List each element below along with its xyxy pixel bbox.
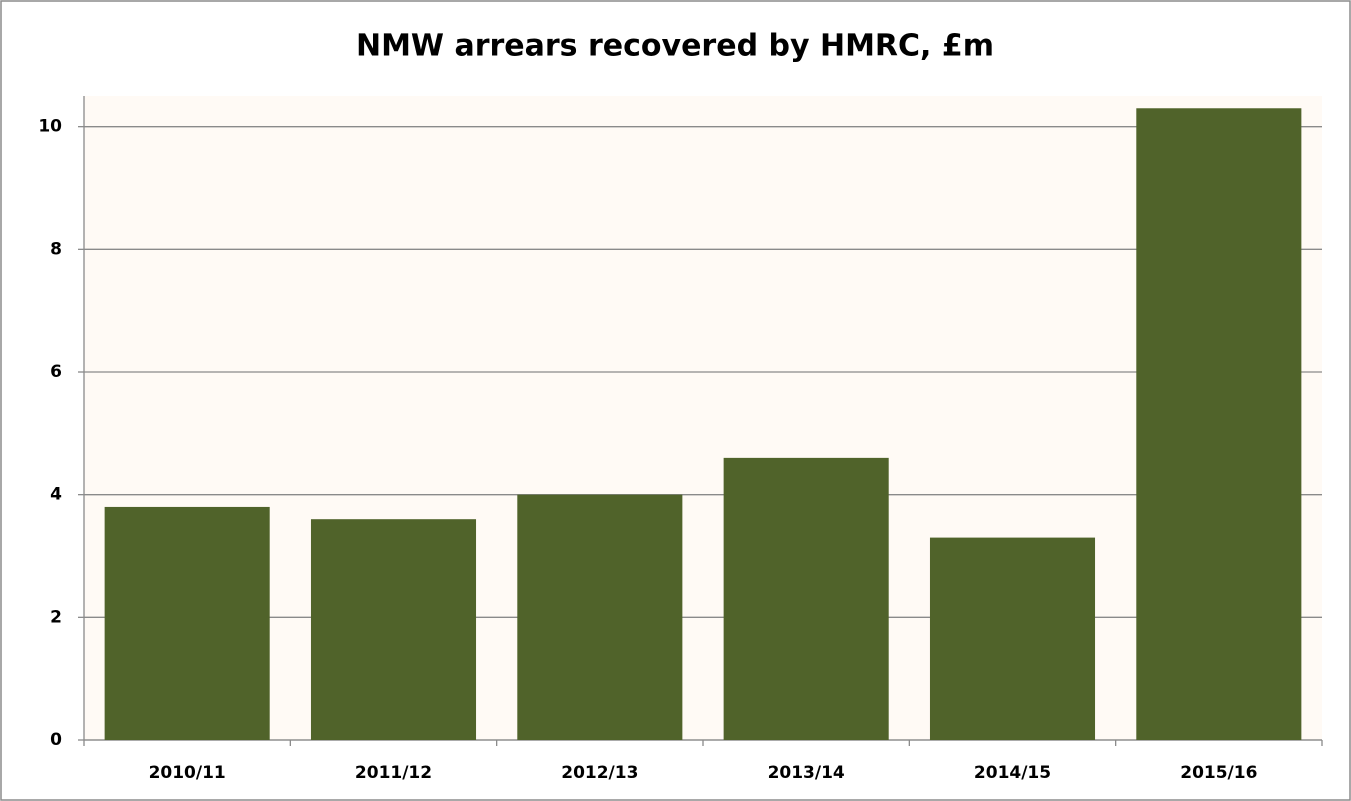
- x-tick-label: 2011/12: [355, 763, 432, 783]
- x-tick-label: 2015/16: [1180, 763, 1257, 783]
- x-tick-label: 2012/13: [561, 763, 638, 783]
- bar: [929, 537, 1096, 740]
- y-tick-label: 4: [50, 485, 62, 505]
- chart-title: NMW arrears recovered by HMRC, £m: [356, 29, 994, 64]
- x-tick-label: 2014/15: [974, 763, 1051, 783]
- y-tick-label: 10: [38, 117, 62, 137]
- bar: [104, 506, 270, 740]
- bar: [1136, 108, 1302, 741]
- bar: [517, 494, 683, 740]
- y-tick-label: 0: [50, 730, 62, 750]
- x-tick-label: 2013/14: [768, 763, 845, 783]
- x-tick-label: 2010/11: [149, 763, 226, 783]
- bar: [310, 519, 477, 740]
- y-tick-label: 2: [50, 607, 62, 627]
- y-tick-label: 6: [50, 362, 62, 382]
- plot-area: [84, 96, 1322, 740]
- bar: [723, 457, 889, 740]
- y-tick-label: 8: [50, 239, 62, 259]
